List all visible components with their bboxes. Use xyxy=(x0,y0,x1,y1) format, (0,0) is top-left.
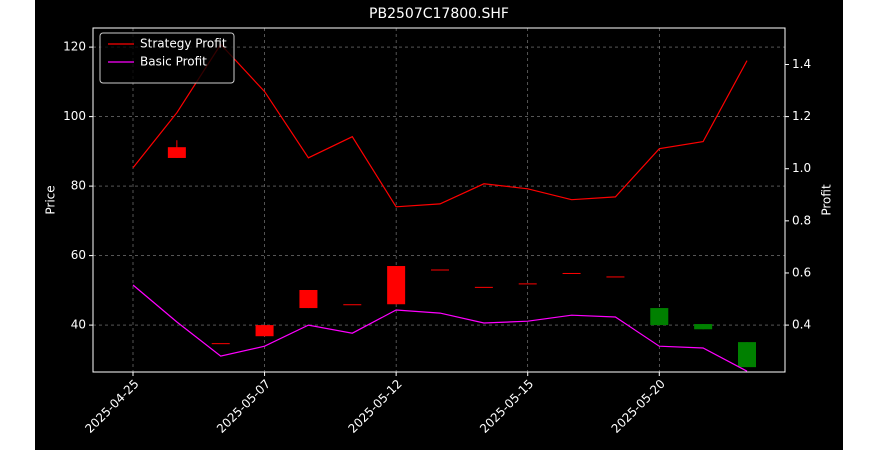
candle-body xyxy=(562,272,581,274)
candle-body xyxy=(606,276,625,278)
plot-frame xyxy=(92,27,786,373)
candle-body xyxy=(343,304,362,306)
legend-label: Basic Profit xyxy=(140,55,207,69)
candle-body xyxy=(474,286,493,288)
y2-axis-label: Profit xyxy=(820,184,834,216)
legend: Strategy Profit Basic Profit xyxy=(99,32,235,84)
candle-body xyxy=(694,324,713,330)
y2-tick-label: 1.0 xyxy=(792,161,811,175)
y-tick-label: 40 xyxy=(71,318,86,332)
profit-line xyxy=(132,284,748,372)
y2-tick-label: 1.4 xyxy=(792,57,811,71)
candle-body xyxy=(211,343,230,345)
candle-body xyxy=(650,308,669,326)
legend-box xyxy=(99,32,235,84)
legend-label: Strategy Profit xyxy=(140,37,227,51)
y2-tick-label: 0.8 xyxy=(792,213,811,227)
candle-body xyxy=(738,342,756,368)
y-tick-label: 60 xyxy=(71,248,86,262)
candle-body xyxy=(431,269,449,271)
profit-line xyxy=(132,43,748,208)
candle-body xyxy=(518,283,537,285)
candle-body xyxy=(255,325,274,337)
y-tick-label: 80 xyxy=(71,179,86,193)
chart-title: PB2507C17800.SHF xyxy=(369,6,509,22)
y2-tick-label: 1.2 xyxy=(792,109,811,123)
candle-body xyxy=(299,289,318,309)
y-tick-label: 120 xyxy=(63,40,86,54)
marks xyxy=(132,43,756,372)
candle-body xyxy=(167,147,186,158)
y2-tick-label: 0.6 xyxy=(792,265,811,279)
y-tick-label: 100 xyxy=(63,109,86,123)
candle-body xyxy=(387,266,406,305)
y-axis-label: Price xyxy=(44,185,58,214)
y2-tick-label: 0.4 xyxy=(792,318,811,332)
